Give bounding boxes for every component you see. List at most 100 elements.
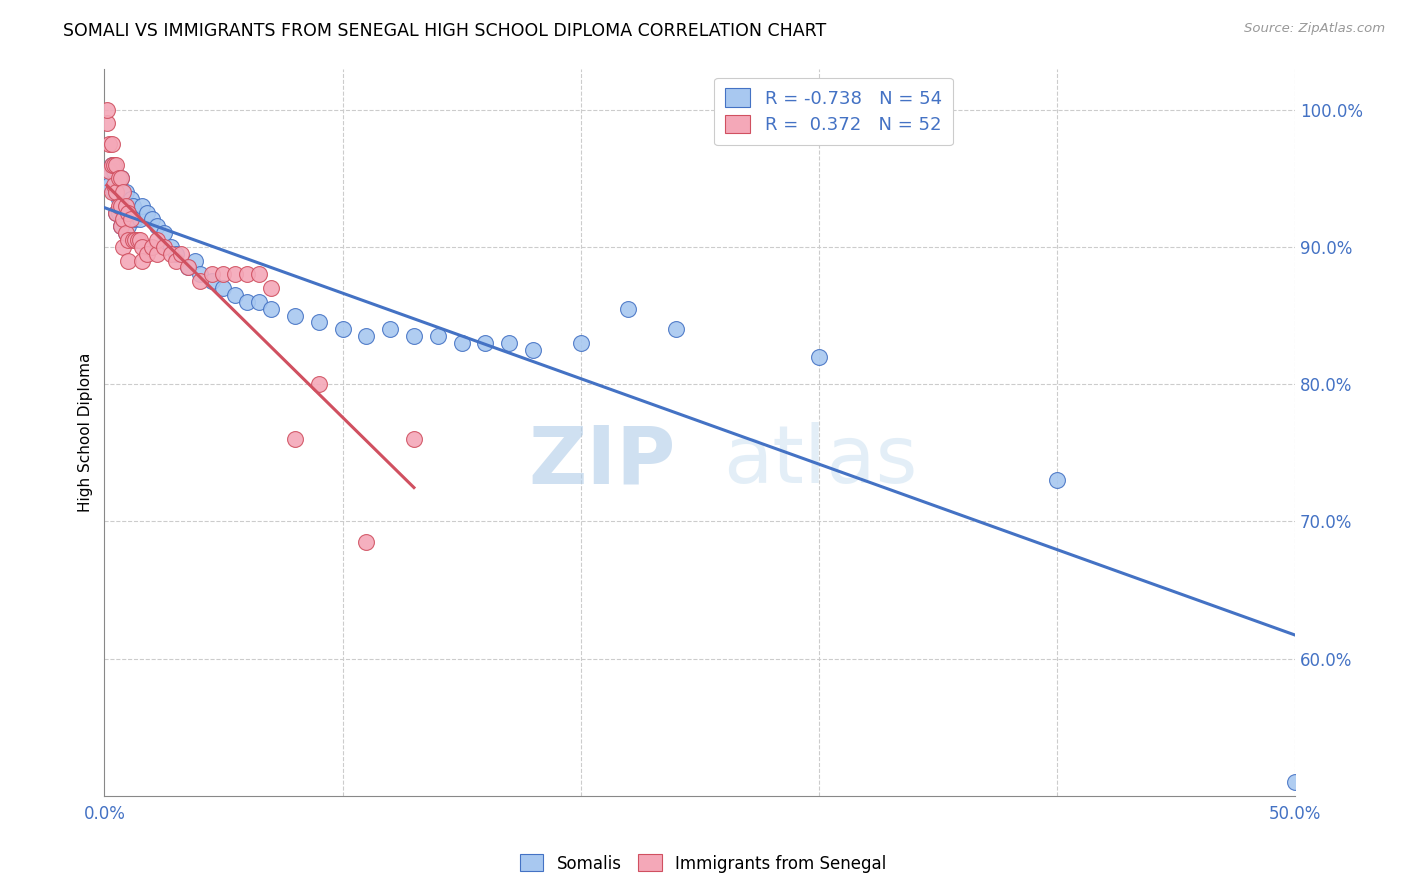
Text: Source: ZipAtlas.com: Source: ZipAtlas.com	[1244, 22, 1385, 36]
Point	[200, 274, 222, 288]
Point	[356, 329, 378, 343]
Point	[236, 268, 259, 282]
Point	[169, 246, 191, 260]
Point	[284, 432, 307, 446]
Text: SOMALI VS IMMIGRANTS FROM SENEGAL HIGH SCHOOL DIPLOMA CORRELATION CHART: SOMALI VS IMMIGRANTS FROM SENEGAL HIGH S…	[63, 22, 827, 40]
Point	[153, 226, 176, 240]
Point	[498, 335, 520, 350]
Point	[103, 157, 125, 171]
Point	[103, 178, 125, 193]
Point	[98, 164, 121, 178]
Point	[131, 240, 153, 254]
Point	[308, 315, 330, 329]
Point	[124, 233, 146, 247]
Point	[112, 185, 135, 199]
Point	[112, 240, 135, 254]
Point	[110, 199, 132, 213]
Point	[105, 205, 128, 219]
Y-axis label: High School Diploma: High School Diploma	[79, 352, 93, 512]
Point	[117, 253, 139, 268]
Text: atlas: atlas	[724, 422, 918, 500]
Legend: R = -0.738   N = 54, R =  0.372   N = 52: R = -0.738 N = 54, R = 0.372 N = 52	[714, 78, 953, 145]
Point	[260, 281, 283, 295]
Point	[117, 233, 139, 247]
Point	[117, 219, 139, 234]
Point	[617, 301, 640, 316]
Point	[402, 329, 425, 343]
Point	[122, 233, 145, 247]
Point	[665, 322, 688, 336]
Point	[260, 301, 283, 316]
Point	[114, 185, 136, 199]
Point	[110, 171, 132, 186]
Point	[107, 171, 129, 186]
Point	[110, 171, 132, 186]
Point	[112, 185, 135, 199]
Point	[165, 253, 187, 268]
Point	[141, 212, 163, 227]
Point	[100, 185, 122, 199]
Point	[153, 240, 176, 254]
Legend: Somalis, Immigrants from Senegal: Somalis, Immigrants from Senegal	[513, 847, 893, 880]
Point	[96, 103, 118, 117]
Point	[96, 116, 118, 130]
Point	[96, 171, 118, 186]
Point	[224, 268, 246, 282]
Point	[308, 377, 330, 392]
Point	[247, 294, 270, 309]
Point	[522, 343, 544, 357]
Point	[103, 185, 125, 199]
Point	[569, 335, 592, 350]
Point	[284, 309, 307, 323]
Point	[184, 253, 207, 268]
Point	[120, 192, 142, 206]
Point	[212, 281, 235, 295]
Point	[177, 260, 200, 275]
Point	[117, 205, 139, 219]
Point	[332, 322, 354, 336]
Point	[124, 212, 146, 227]
Point	[117, 199, 139, 213]
Point	[100, 157, 122, 171]
Point	[112, 212, 135, 227]
Point	[474, 335, 496, 350]
Point	[114, 226, 136, 240]
Point	[136, 246, 159, 260]
Point	[114, 226, 136, 240]
Point	[402, 432, 425, 446]
Text: ZIP: ZIP	[529, 422, 676, 500]
Point	[131, 253, 153, 268]
Point	[105, 205, 128, 219]
Point	[136, 205, 159, 219]
Point	[105, 157, 128, 171]
Point	[807, 350, 830, 364]
Point	[160, 246, 183, 260]
Point	[122, 199, 145, 213]
Point	[426, 329, 449, 343]
Point	[114, 199, 136, 213]
Point	[247, 268, 270, 282]
Point	[177, 260, 200, 275]
Point	[120, 212, 142, 227]
Point	[236, 294, 259, 309]
Point	[212, 268, 235, 282]
Point	[129, 212, 152, 227]
Point	[450, 335, 472, 350]
Point	[127, 233, 149, 247]
Point	[378, 322, 401, 336]
Point	[188, 268, 211, 282]
Point	[110, 219, 132, 234]
Point	[107, 205, 129, 219]
Point	[1046, 473, 1069, 487]
Point	[98, 178, 121, 193]
Point	[146, 219, 169, 234]
Point	[107, 199, 129, 213]
Point	[98, 136, 121, 151]
Point	[188, 274, 211, 288]
Point	[131, 199, 153, 213]
Point	[129, 233, 152, 247]
Point	[100, 136, 122, 151]
Point	[100, 157, 122, 171]
Point	[146, 246, 169, 260]
Point	[200, 268, 222, 282]
